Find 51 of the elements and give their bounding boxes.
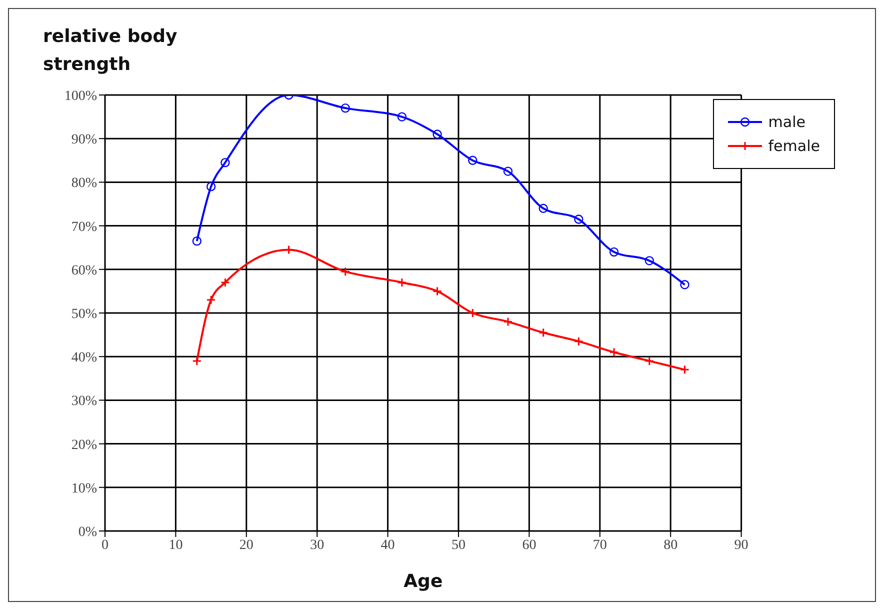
y-tick-label: 30% [71,394,98,410]
point [503,166,513,176]
y-tick-label: 80% [71,176,98,192]
x-tick-label: 90 [734,538,748,553]
point [397,278,407,288]
point [574,214,584,224]
x-axis-title: Age [404,571,443,592]
point [432,130,442,139]
point [468,308,478,318]
x-tick-label: 40 [380,538,395,553]
y-tick-label: 40% [71,350,98,366]
y-tick-label: 70% [71,220,98,235]
y-tick-label: 20% [71,438,98,453]
x-tick-label: 30 [310,538,324,553]
y-tick-label: 10% [71,481,98,496]
x-tick-label: 60 [522,538,536,553]
legend-label: female [768,137,820,155]
point [609,247,619,257]
point [538,204,548,213]
y-axis-title: relative body strength [43,25,178,77]
y-tick-label: 90% [71,132,98,148]
y-tick-label: 60% [71,263,98,278]
point [220,278,230,288]
point [340,266,350,276]
point [538,328,548,338]
point [503,316,513,326]
x-tick-label: 10 [168,538,183,553]
point [397,112,407,122]
point [680,280,690,290]
point [192,356,202,366]
point [609,347,619,357]
point [192,236,202,246]
y-tick-label: 0% [78,524,98,540]
x-tick-label: 80 [664,538,678,553]
point [680,364,690,374]
x-tick-label: 50 [451,538,466,553]
point [468,156,478,165]
point [340,103,350,113]
legend-label: male [768,113,806,131]
y-tick-label: 50% [71,306,98,322]
point [644,256,654,266]
point [574,336,584,346]
point [220,158,230,168]
point [206,295,216,305]
x-tick-label: 0 [102,538,108,553]
y-tick-label: 100% [64,88,98,104]
point [432,286,442,296]
point [206,182,216,192]
x-tick-label: 20 [239,538,254,553]
point [644,356,654,366]
x-tick-label: 70 [592,538,607,553]
